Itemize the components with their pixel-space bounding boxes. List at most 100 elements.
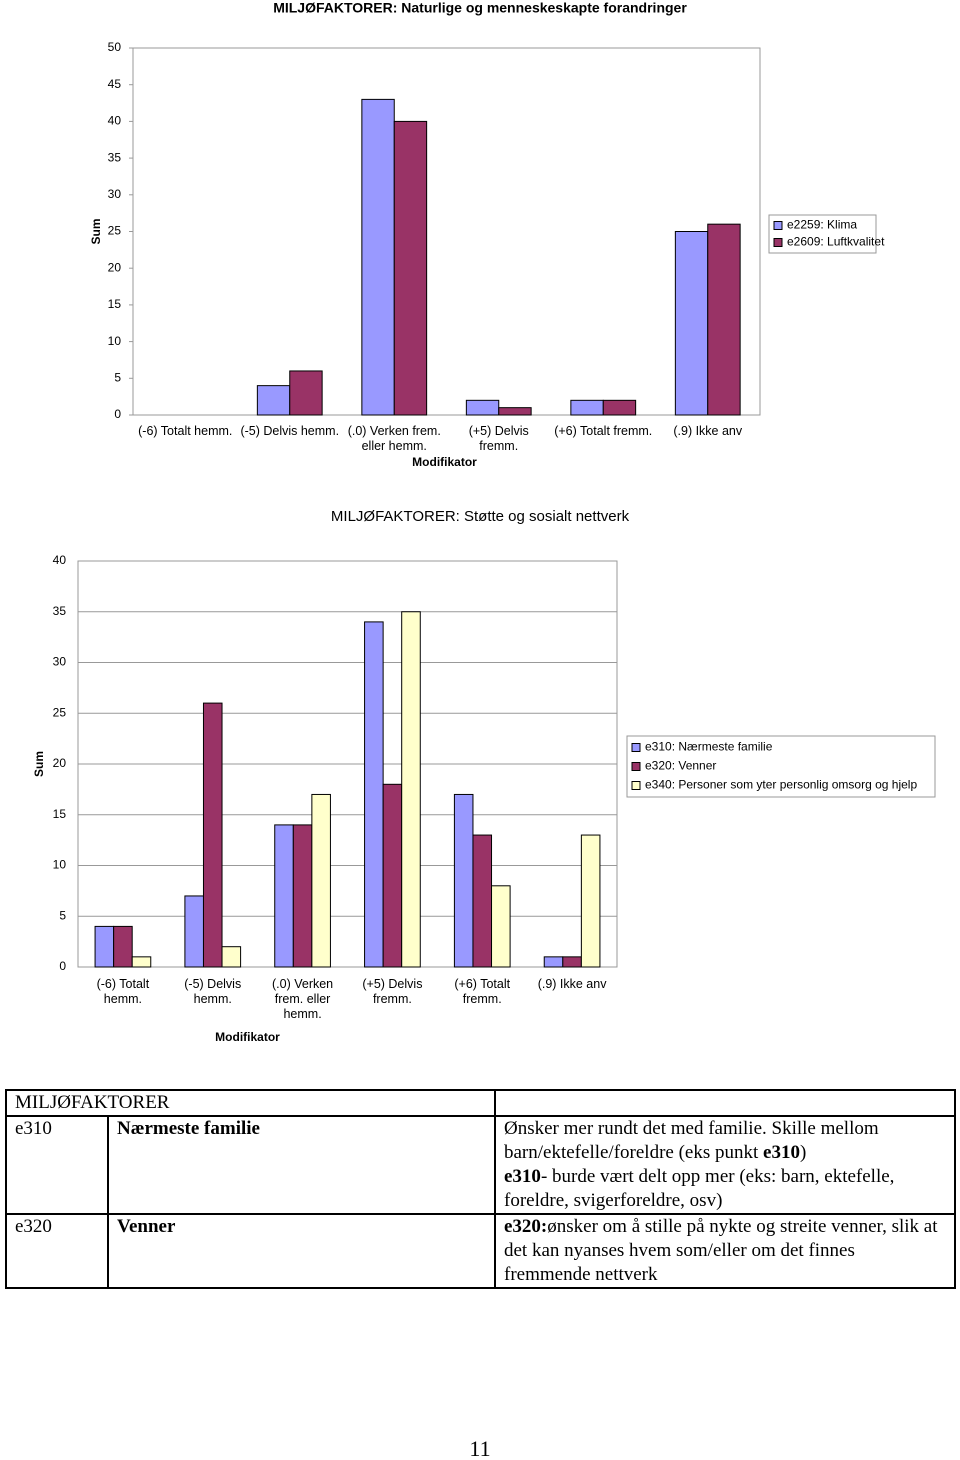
- bar: [707, 223, 741, 416]
- bar: [562, 956, 582, 968]
- bar: [131, 956, 152, 968]
- legend-swatch: [773, 238, 783, 247]
- y-tick-label: 40: [53, 553, 67, 567]
- x-tick-label: (.0) Verken frem. eller hemm.: [347, 424, 441, 453]
- bar: [311, 793, 331, 968]
- bar: [202, 702, 223, 968]
- bar: [602, 399, 637, 416]
- factor-comment: Ønsker mer rundt det med familie. Skille…: [494, 1115, 956, 1215]
- charts: MILJØFAKTORER: Naturlige og menneskeskap…: [32, 0, 936, 1044]
- y-tick-label: 15: [53, 807, 67, 821]
- y-tick-label: 25: [108, 224, 122, 238]
- y-tick-label: 0: [114, 407, 121, 421]
- legend-label: e2609: Luftkvalitet: [787, 235, 885, 249]
- table-row: e320 Venner e320:ønsker om å stille på nyk…: [5, 1213, 956, 1289]
- bar: [498, 407, 532, 416]
- bar: [221, 946, 242, 968]
- chart-title: MILJØFAKTORER: Naturlige og menneskeskap…: [273, 0, 687, 16]
- comment-text: e310: [504, 1166, 541, 1187]
- bar: [393, 120, 428, 416]
- x-tick-label: (-5) Delvis hemm.: [184, 977, 242, 1006]
- legend-label: e2259: Klima: [787, 218, 857, 232]
- bar: [361, 98, 395, 416]
- bar: [292, 824, 313, 968]
- factor-name: Venner: [107, 1213, 496, 1289]
- bar: [274, 824, 294, 968]
- y-tick-label: 40: [108, 114, 122, 128]
- legend-box: [768, 214, 877, 254]
- comment-text: ønsker om å stille på nykte og streite v…: [504, 1216, 938, 1285]
- comment-paragraph: e310- burde vært delt opp mer (eks: barn…: [504, 1165, 946, 1213]
- y-axis-label: Sum: [89, 218, 103, 244]
- bar: [674, 231, 709, 416]
- y-tick-label: 15: [108, 297, 122, 311]
- page-number: 11: [469, 1436, 491, 1460]
- x-tick-label: (.9) Ikke anv: [537, 977, 607, 991]
- y-tick-label: 35: [108, 150, 122, 164]
- legend-label: e340: Personer som yter personlig omsorg…: [645, 778, 917, 792]
- bar: [491, 885, 511, 968]
- bar: [364, 621, 384, 968]
- y-tick-label: 25: [53, 705, 67, 719]
- comment-text: ): [799, 1142, 807, 1163]
- table-header-row: MILJØFAKTORER: [5, 1089, 956, 1117]
- x-tick-label: (.9) Ikke anv: [673, 424, 743, 438]
- y-tick-label: 50: [108, 40, 122, 54]
- bar: [94, 925, 115, 968]
- table-header: MILJØFAKTORER: [5, 1089, 496, 1117]
- y-tick-label: 20: [108, 260, 122, 274]
- x-axis-label: Modifikator: [412, 455, 477, 469]
- y-tick-label: 30: [108, 187, 122, 201]
- x-tick-label: (-5) Delvis hemm.: [240, 424, 340, 438]
- comment-paragraph: e320:ønsker om å stille på nykte og stre…: [504, 1215, 946, 1287]
- bar: [570, 399, 604, 416]
- legend-label: e320: Venner: [645, 759, 716, 773]
- y-tick-label: 0: [59, 959, 66, 973]
- bar: [543, 956, 564, 968]
- plot-area: [132, 47, 761, 416]
- legend-swatch: [631, 762, 641, 771]
- factor-name: Nærmeste familie: [107, 1115, 496, 1215]
- comment-text: Ønsker mer rundt det med familie. Skille…: [504, 1118, 879, 1163]
- x-tick-label: (-6) Totalt hemm.: [138, 424, 233, 438]
- chart-title: MILJØFAKTORER: Støtte og sosialt nettver…: [331, 508, 630, 525]
- bar: [465, 399, 500, 416]
- bar: [289, 370, 323, 416]
- y-tick-label: 30: [53, 655, 67, 669]
- y-tick-label: 35: [53, 604, 67, 618]
- x-tick-label: (+6) Totalt fremm.: [554, 424, 653, 438]
- legend-label: e310: Nærmeste familie: [645, 740, 773, 754]
- legend-swatch: [631, 743, 641, 752]
- factor-comment: e320:ønsker om å stille på nykte og stre…: [494, 1213, 956, 1289]
- y-tick-label: 5: [114, 370, 121, 384]
- comment-paragraph: Ønsker mer rundt det med familie. Skille…: [504, 1117, 946, 1165]
- x-tick-label: (+5) Delvis fremm.: [468, 424, 529, 453]
- x-axis-label: Modifikator: [215, 1030, 280, 1044]
- bar: [382, 783, 403, 968]
- x-tick-label: (+6) Totalt fremm.: [454, 977, 511, 1006]
- y-tick-label: 10: [53, 858, 67, 872]
- bar: [453, 793, 474, 968]
- comment-text: e310: [763, 1142, 800, 1163]
- legend-swatch: [631, 781, 641, 790]
- x-tick-label: (.0) Verken frem. eller hemm.: [272, 977, 334, 1021]
- comment-text: - burde vært delt opp mer (eks: barn, ek…: [504, 1166, 895, 1211]
- x-tick-label: (+5) Delvis fremm.: [362, 977, 423, 1006]
- bar: [401, 611, 421, 968]
- bar: [580, 834, 601, 968]
- bar: [184, 895, 204, 968]
- comment-text: e320:: [504, 1216, 548, 1237]
- bar: [256, 385, 291, 416]
- x-tick-label: (-6) Totalt hemm.: [96, 977, 150, 1006]
- legend-box: [626, 735, 936, 798]
- y-axis-label: Sum: [32, 751, 46, 777]
- y-tick-label: 5: [59, 908, 66, 922]
- table-cell: [494, 1089, 956, 1117]
- y-tick-label: 45: [108, 77, 122, 91]
- legend-swatch: [773, 221, 783, 230]
- factor-code: e320: [5, 1213, 109, 1289]
- y-tick-label: 10: [108, 334, 122, 348]
- table-row: e310 Nærmeste familie Ønsker mer rundt det…: [5, 1115, 956, 1215]
- factor-table: MILJØFAKTORER e310 Nærmeste familie Ønsker…: [5, 1089, 956, 1289]
